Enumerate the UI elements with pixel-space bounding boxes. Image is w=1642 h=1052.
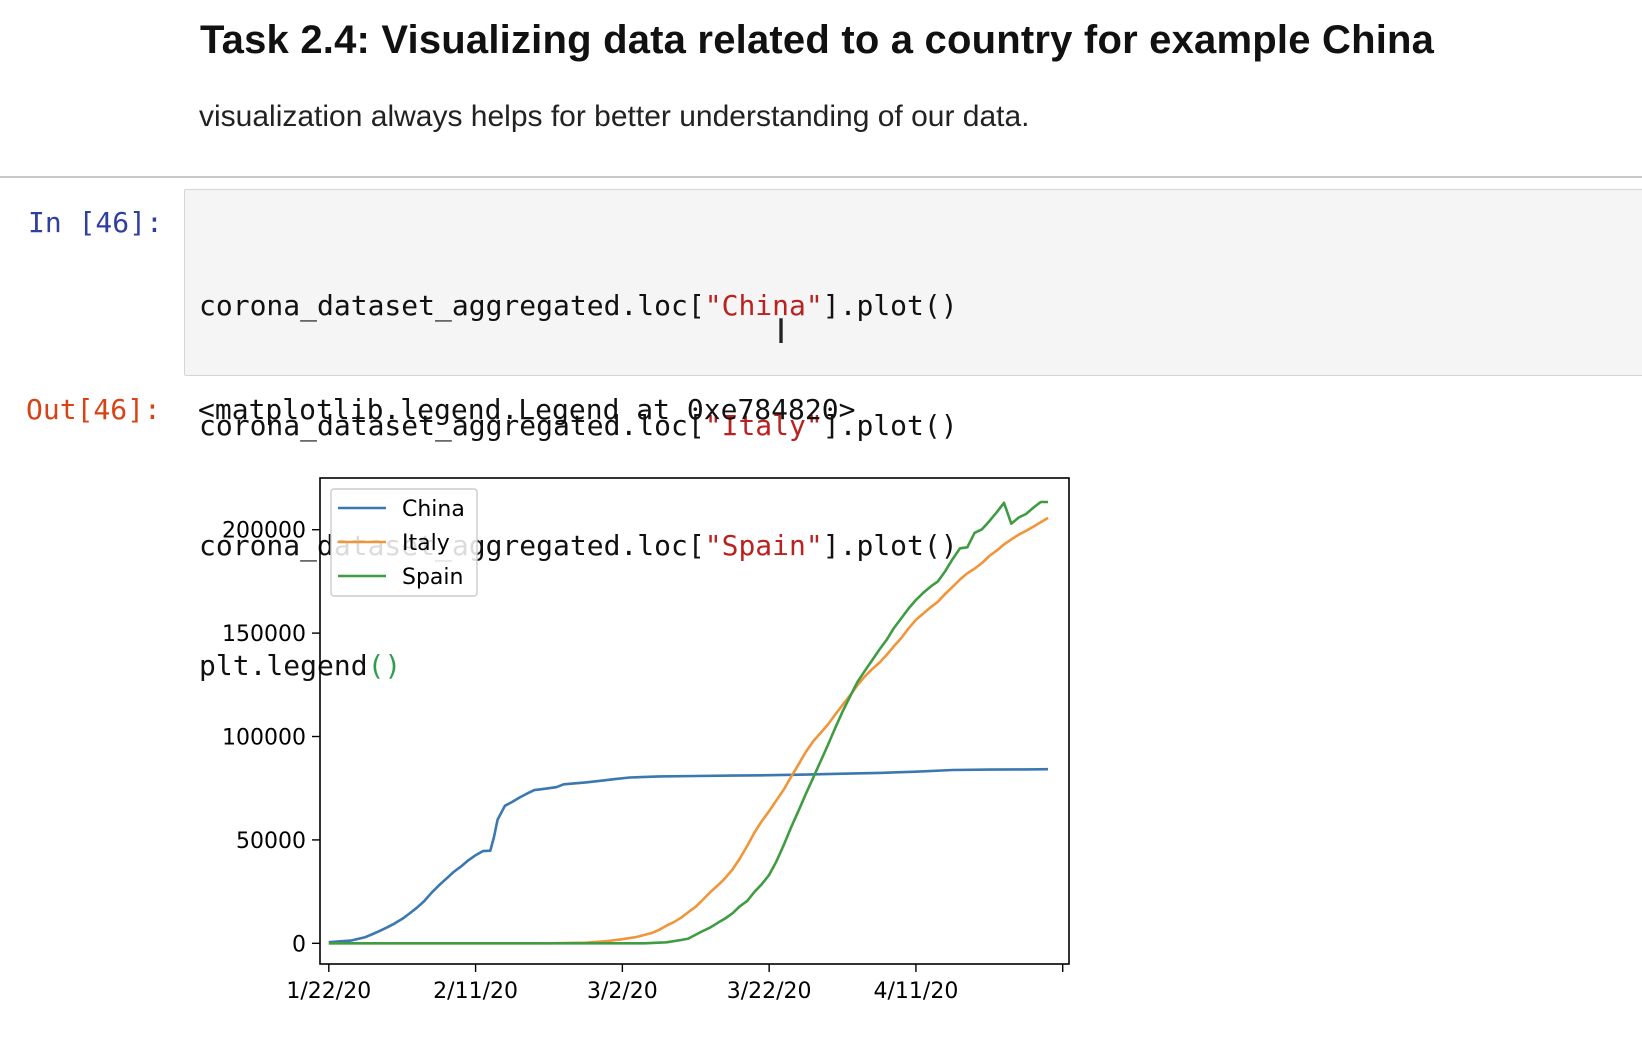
- x-tick-label: 2/11/20: [433, 979, 518, 1004]
- series-line-spain: [328, 500, 1048, 945]
- legend-label: China: [402, 497, 465, 522]
- legend-label: Spain: [402, 565, 463, 590]
- legend-label: Italy: [402, 531, 450, 556]
- code-input-area[interactable]: corona_dataset_aggregated.loc["China"].p…: [184, 189, 1642, 682]
- markdown-heading: Task 2.4: Visualizing data related to a …: [200, 18, 1435, 62]
- series-line-china: [328, 767, 1049, 944]
- legend-box: [330, 488, 478, 597]
- y-tick-label: 50000: [236, 829, 306, 854]
- output-prompt: Out[46]:: [26, 393, 161, 426]
- markdown-paragraph: visualization always helps for better un…: [199, 100, 1030, 133]
- y-tick-label: 200000: [222, 519, 306, 544]
- code-editor[interactable]: corona_dataset_aggregated.loc["China"].p…: [199, 206, 958, 766]
- x-tick-label: 1/22/20: [286, 979, 371, 1004]
- y-tick-label: 0: [292, 932, 306, 957]
- y-tick-label: 150000: [222, 622, 306, 647]
- code-line[interactable]: corona_dataset_aggregated.loc["Spain"].p…: [199, 529, 958, 562]
- text-cursor-icon: I: [776, 312, 787, 352]
- x-tick-label: 3/22/20: [727, 979, 812, 1004]
- cell-separator: [0, 176, 1642, 178]
- line-chart: 0 50000 100000 150000 200000 1/22/20 2/11/20 3/…: [222, 477, 1070, 1004]
- code-line[interactable]: plt.legend(): [199, 649, 402, 682]
- x-tick-label: 4/11/20: [874, 979, 959, 1004]
- output-text: <matplotlib.legend.Legend at 0xe784820>: [198, 393, 856, 426]
- x-tick-label: 3/2/20: [587, 979, 658, 1004]
- code-line[interactable]: corona_dataset_aggregated.loc["Italy"].p…: [199, 409, 958, 442]
- y-tick-label: 100000: [222, 726, 306, 751]
- series-line-italy: [328, 516, 1049, 945]
- plot-frame: [319, 477, 1070, 965]
- input-prompt: In [46]:: [28, 206, 163, 239]
- code-line[interactable]: corona_dataset_aggregated.loc["China"].p…: [199, 289, 958, 322]
